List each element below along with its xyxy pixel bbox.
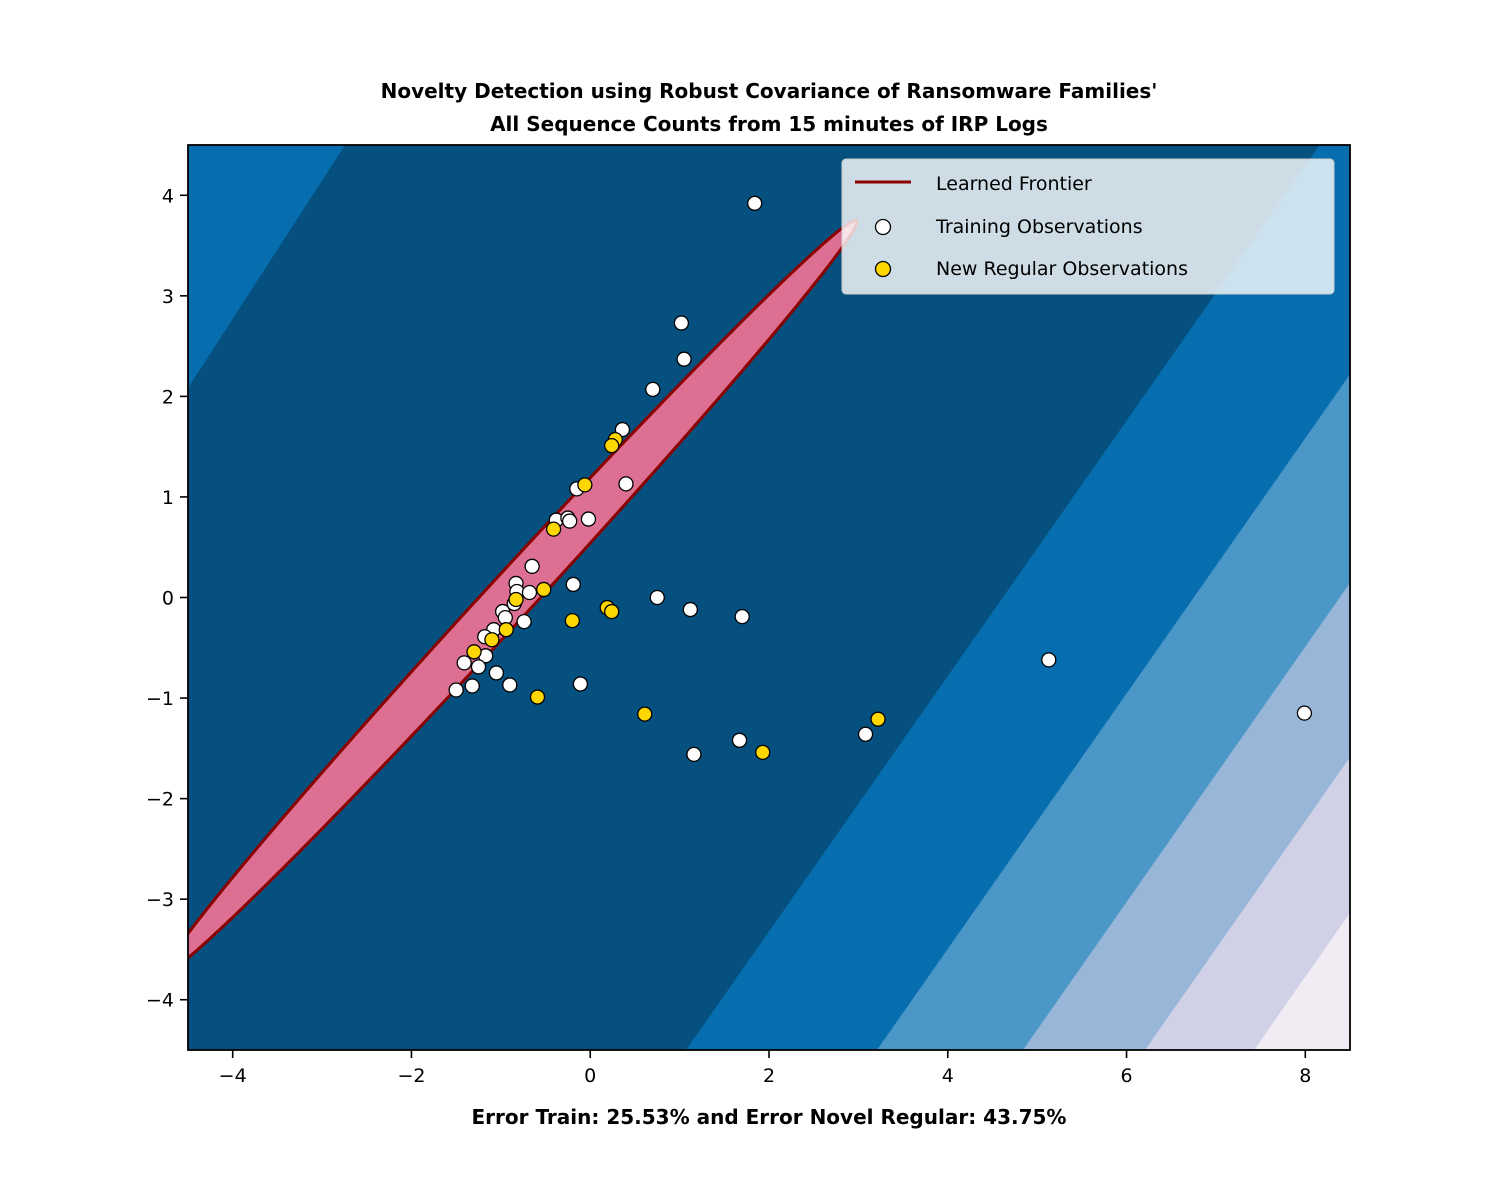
contour-band-4 <box>1145 757 1350 1050</box>
legend-label-new-regular: New Regular Observations <box>936 258 1188 280</box>
training-point <box>580 511 597 527</box>
x-axis: −4 −2 0 2 4 6 8 <box>219 1050 1311 1087</box>
new-regular-point <box>545 521 562 537</box>
x-tick-label: 8 <box>1299 1065 1311 1087</box>
y-tick-label: −1 <box>146 688 174 710</box>
training-point <box>676 351 692 367</box>
training-point <box>448 682 464 698</box>
training-point <box>488 665 505 681</box>
x-tick-label: 2 <box>763 1065 775 1087</box>
contour-band-upper-left <box>188 145 345 388</box>
training-point <box>731 732 748 748</box>
y-axis: 4 3 2 1 0 −1 −2 −3 −4 <box>146 185 188 1012</box>
new-regular-point <box>484 632 500 648</box>
training-point <box>470 659 487 675</box>
plot-area <box>188 145 1350 1050</box>
training-point <box>516 613 532 630</box>
new-regular-point <box>466 644 482 660</box>
chart-title-line2: All Sequence Counts from 15 minutes of I… <box>490 112 1048 136</box>
new-regular-point <box>577 477 593 493</box>
new-regular-point <box>637 706 653 722</box>
training-point <box>618 476 634 492</box>
training-point <box>1296 705 1313 721</box>
training-point <box>1041 652 1057 668</box>
training-point <box>521 584 538 601</box>
legend-label-frontier: Learned Frontier <box>936 173 1092 195</box>
training-point <box>686 746 702 763</box>
training-point <box>747 195 763 211</box>
observation-points <box>448 195 1313 763</box>
contour-band-5 <box>1254 912 1350 1050</box>
new-regular-point <box>498 622 514 638</box>
legend-box <box>841 158 1335 295</box>
x-tick-label: −2 <box>397 1065 425 1087</box>
training-point <box>464 678 480 694</box>
new-regular-point <box>870 711 886 727</box>
training-point <box>734 608 750 625</box>
new-regular-point <box>536 581 552 598</box>
legend: Learned Frontier Training Observations N… <box>841 158 1335 295</box>
legend-new-regular-marker <box>874 260 892 278</box>
new-regular-point <box>529 689 546 705</box>
legend-training-marker <box>874 218 892 236</box>
y-tick-label: −2 <box>146 789 174 811</box>
y-tick-label: −4 <box>146 990 174 1012</box>
x-tick-label: 4 <box>942 1065 954 1087</box>
chart-title: Novelty Detection using Robust Covarianc… <box>381 79 1158 103</box>
new-regular-point <box>755 744 771 761</box>
y-tick-label: 3 <box>162 286 174 308</box>
training-point <box>565 576 581 593</box>
training-point <box>562 513 578 529</box>
training-point <box>673 315 690 331</box>
training-point <box>502 677 518 693</box>
y-tick-label: 4 <box>162 185 174 207</box>
new-regular-point <box>508 591 524 608</box>
training-point <box>682 601 698 618</box>
training-point <box>857 726 874 742</box>
x-tick-label: −4 <box>219 1065 247 1087</box>
x-tick-label: 0 <box>584 1065 596 1087</box>
legend-label-training: Training Observations <box>935 216 1143 238</box>
training-point <box>649 589 665 606</box>
x-axis-label: Error Train: 25.53% and Error Novel Regu… <box>472 1105 1067 1129</box>
y-tick-label: 0 <box>162 588 174 610</box>
training-point <box>572 676 589 692</box>
training-point <box>456 655 472 671</box>
new-regular-point <box>604 603 620 620</box>
y-tick-label: 1 <box>162 487 174 509</box>
new-regular-point <box>604 438 620 454</box>
new-regular-point <box>564 612 581 629</box>
y-tick-label: −3 <box>146 889 174 911</box>
y-tick-label: 2 <box>162 386 174 408</box>
training-point <box>524 558 540 574</box>
x-tick-label: 6 <box>1120 1065 1132 1087</box>
training-point <box>645 381 661 398</box>
